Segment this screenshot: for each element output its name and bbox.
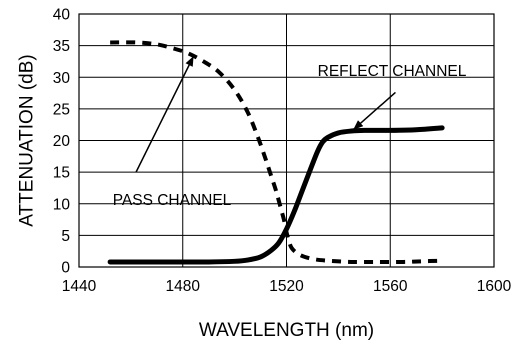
y-tick-label-15: 15 [53,165,70,182]
annotation-label-reflect-channel: REFLECT CHANNEL [318,63,467,80]
y-tick-label-0: 0 [61,260,70,277]
y-tick-label-10: 10 [53,196,71,213]
y-tick-label-35: 35 [53,38,70,55]
y-tick-label-40: 40 [53,7,71,24]
plot-frame [78,13,495,268]
gridlines [79,14,494,267]
series-line-pass-channel [110,40,443,265]
annotation-label-pass-channel: PASS CHANNEL [113,192,232,209]
series-line-reflect-channel [107,125,445,265]
series-layer [107,40,445,265]
y-tick-label-20: 20 [53,133,71,150]
y-tick-label-30: 30 [53,70,71,87]
x-tick-label-1520: 1520 [269,278,304,295]
y-tick-label-5: 5 [61,228,70,245]
annotations: PASS CHANNEL REFLECT CHANNEL [113,56,467,209]
y-axis-title: ATTENUATION (dB) [17,54,38,226]
x-tick-label-1600: 1600 [477,278,512,295]
x-tick-label-1480: 1480 [166,278,201,295]
y-tick-label-25: 25 [53,101,70,118]
x-tick-label-1440: 1440 [62,278,97,295]
annotation-arrow-pass-channel [135,56,194,173]
x-axis-title: WAVELENGTH (nm) [199,320,374,341]
x-tick-label-1560: 1560 [373,278,408,295]
annotation-arrow-reflect-channel [353,91,396,130]
